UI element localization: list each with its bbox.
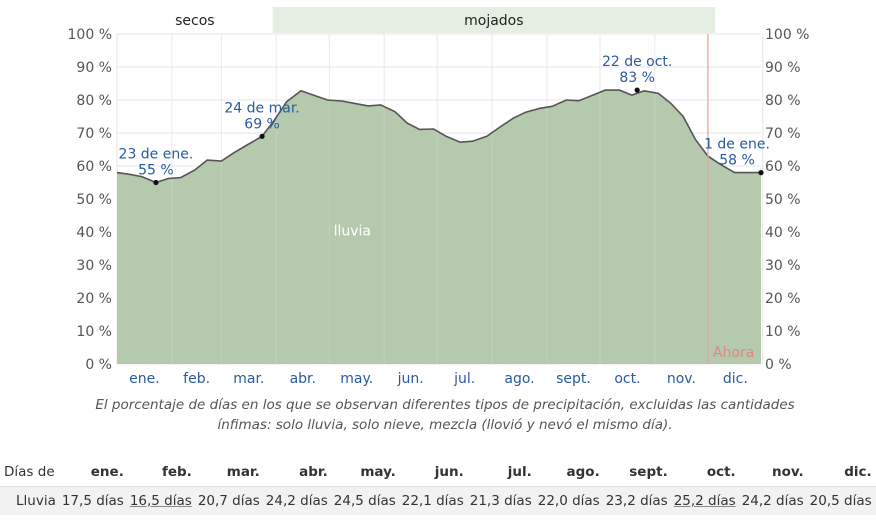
month-label: may. — [340, 371, 373, 387]
table-header-month: nov. — [771, 464, 804, 480]
table-cell: 20,5 días — [809, 486, 876, 515]
caption-line-1: El porcentaje de días en los que se obse… — [95, 397, 795, 413]
y-tick-left: 10 % — [76, 324, 112, 340]
annotation-date: 24 de mar. — [224, 100, 299, 116]
season-label: secos — [175, 13, 214, 29]
table-header-month: ene. — [90, 464, 124, 480]
y-tick-right: 30 % — [765, 258, 801, 274]
table-header-row: Días de ene. feb. mar. abr. may. jun. ju… — [0, 458, 876, 487]
y-tick-left: 70 % — [76, 126, 112, 142]
y-tick-right: 50 % — [765, 192, 801, 208]
annotation-value: 69 % — [244, 116, 280, 132]
y-tick-right: 10 % — [765, 324, 801, 340]
precipitation-days-table: Días de ene. feb. mar. abr. may. jun. ju… — [0, 458, 876, 515]
table-cell: 16,5 días — [129, 486, 198, 515]
y-tick-right: 40 % — [765, 225, 801, 241]
y-tick-right: 20 % — [765, 291, 801, 307]
y-tick-left: 60 % — [76, 159, 112, 175]
month-label: jun. — [397, 371, 424, 387]
annotation-value: 55 % — [138, 163, 174, 179]
y-tick-right: 80 % — [765, 93, 801, 109]
annotation-point — [153, 179, 159, 186]
table-header-month: sept. — [629, 464, 668, 480]
table-header-month: dic. — [844, 464, 872, 480]
annotation-date: 1 de ene. — [704, 137, 770, 153]
table-header-month: oct. — [706, 464, 736, 480]
table-cell: 24,5 días — [333, 486, 402, 515]
annotation-point — [634, 87, 640, 93]
table-header-month: mar. — [226, 464, 260, 480]
season-bands: secos mojados — [175, 7, 715, 33]
table-cell: 25,2 días — [673, 486, 742, 515]
table-cell: 17,5 días — [61, 486, 130, 515]
y-tick-right: 100 % — [765, 27, 809, 43]
table-header-label: Días de — [4, 464, 55, 480]
month-label: sept. — [556, 371, 591, 387]
month-label: mar. — [233, 371, 264, 387]
month-label: abr. — [290, 371, 316, 387]
y-tick-right: 70 % — [765, 126, 801, 142]
table-header-month: may. — [360, 464, 396, 480]
rain-line — [116, 89, 761, 184]
chart-caption: El porcentaje de días en los que se obse… — [70, 395, 820, 435]
season-band-mojados — [272, 7, 715, 33]
y-tick-left: 0 % — [85, 357, 112, 373]
rain-area — [117, 90, 761, 364]
y-axis-ticks: 0 % 0 % 10 % 10 % 20 % 20 % 30 % 30 % 40 % 40 % 50… — [68, 27, 810, 373]
month-label: nov. — [667, 371, 696, 387]
month-label: oct. — [614, 371, 640, 387]
annotation-date: 22 de oct. — [602, 54, 672, 70]
y-tick-right: 0 % — [765, 357, 792, 373]
month-label: ago. — [504, 371, 534, 387]
now-marker: Ahora — [707, 34, 754, 364]
table-cell: 23,2 días — [605, 486, 674, 515]
caption-line-2: ínfimas: solo lluvia, solo nieve, mezcla… — [217, 417, 673, 433]
y-tick-left: 80 % — [76, 93, 112, 109]
table-row-label: Lluvia — [0, 486, 62, 515]
annotation-value: 83 % — [619, 70, 655, 86]
annotations: 23 de ene.55 % 24 de mar.69 % 22 de oct.83… — [119, 54, 770, 186]
now-label: Ahora — [713, 345, 754, 361]
annotation-point — [758, 170, 764, 176]
season-label: mojados — [464, 13, 523, 29]
y-tick-left: 100 % — [68, 27, 112, 43]
table-cell: 20,7 días — [197, 486, 266, 515]
series-label: lluvia — [334, 223, 371, 239]
month-label: dic. — [723, 371, 748, 387]
month-label: feb. — [183, 371, 210, 387]
table-cell: 22,1 días — [401, 486, 470, 515]
annotation-date: 23 de ene. — [119, 147, 194, 163]
precipitation-chart: secos mojados lluvia Ahora 0 % 0 % 10 % 10 %… — [68, 7, 810, 387]
y-tick-left: 20 % — [76, 291, 112, 307]
table-header-month: jun. — [434, 464, 464, 480]
table-header-month: ago. — [566, 464, 600, 480]
y-tick-right: 60 % — [765, 159, 801, 175]
table-header-month: abr. — [299, 464, 328, 480]
y-tick-left: 90 % — [76, 60, 112, 76]
y-tick-left: 50 % — [76, 192, 112, 208]
table-row: Lluvia 17,5 días 16,5 días 20,7 días 24,… — [0, 486, 876, 515]
table-cell: 24,2 días — [265, 486, 334, 515]
x-axis-months: ene. feb. mar. abr. may. jun. jul. ago. sept. oct… — [129, 371, 748, 387]
annotation-point — [259, 133, 265, 139]
table-header-month: feb. — [161, 464, 192, 480]
y-tick-left: 30 % — [76, 258, 112, 274]
y-tick-left: 40 % — [76, 225, 112, 241]
annotation-value: 58 % — [719, 153, 755, 169]
month-label: ene. — [129, 371, 160, 387]
month-label: jul. — [453, 371, 475, 387]
table-header-month: jul. — [507, 464, 532, 480]
area-layer: lluvia — [116, 34, 761, 364]
table-cell: 22,0 días — [537, 486, 606, 515]
table-cell: 21,3 días — [469, 486, 538, 515]
y-tick-right: 90 % — [765, 60, 801, 76]
table-cell: 24,2 días — [741, 486, 810, 515]
